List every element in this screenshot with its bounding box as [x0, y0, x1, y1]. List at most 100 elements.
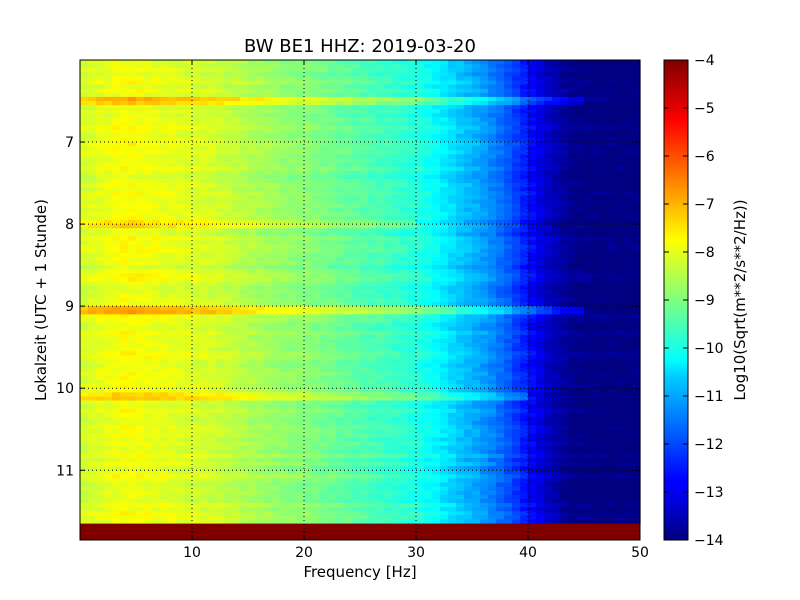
heatmap-cell	[392, 252, 401, 258]
heatmap-cell	[384, 113, 393, 119]
heatmap-cell	[240, 117, 249, 123]
heatmap-cell	[144, 343, 153, 348]
heatmap-cell	[152, 281, 161, 287]
heatmap-cell	[176, 220, 185, 225]
heatmap-cell	[448, 117, 457, 123]
heatmap-cell	[624, 92, 633, 98]
heatmap-cell	[96, 178, 105, 184]
heatmap-cell	[192, 306, 201, 311]
heatmap-cell	[336, 326, 345, 332]
heatmap-cell	[136, 273, 145, 279]
heatmap-cell	[280, 117, 289, 123]
heatmap-cell	[496, 80, 505, 86]
heatmap-cell	[200, 64, 209, 69]
heatmap-cell	[512, 129, 521, 135]
heatmap-cell	[480, 281, 489, 287]
heatmap-cell	[464, 256, 473, 262]
heatmap-cell	[408, 297, 417, 303]
heatmap-cell	[408, 109, 417, 114]
heatmap-cell	[248, 142, 257, 147]
heatmap-cell	[424, 232, 433, 238]
heatmap-cell	[520, 80, 529, 86]
heatmap-cell	[440, 261, 449, 266]
heatmap-cell	[424, 343, 433, 348]
heatmap-cell	[256, 293, 265, 299]
heatmap-cell	[344, 293, 353, 299]
heatmap-cell	[416, 137, 425, 143]
heatmap-cell	[160, 334, 169, 340]
heatmap-cell	[96, 137, 105, 143]
heatmap-cell	[464, 109, 473, 114]
heatmap-cell	[624, 60, 633, 65]
heatmap-cell	[384, 80, 393, 86]
heatmap-cell	[168, 154, 177, 160]
heatmap-cell	[544, 72, 553, 78]
heatmap-cell	[448, 76, 457, 82]
heatmap-cell	[584, 228, 593, 233]
heatmap-cell	[464, 289, 473, 295]
heatmap-cell	[568, 228, 577, 233]
heatmap-cell	[312, 142, 321, 147]
heatmap-cell	[256, 347, 265, 352]
heatmap-cell	[296, 322, 305, 328]
heatmap-cell	[488, 252, 497, 258]
heatmap-cell	[88, 76, 97, 82]
heatmap-cell	[360, 183, 369, 188]
heatmap-cell	[104, 310, 113, 315]
heatmap-cell	[568, 170, 577, 176]
heatmap-cell	[504, 334, 513, 340]
heatmap-cell	[512, 330, 521, 336]
heatmap-cell	[336, 146, 345, 151]
heatmap-cell	[512, 297, 521, 303]
heatmap-cell	[600, 330, 609, 336]
heatmap-cell	[192, 154, 201, 160]
heatmap-cell	[168, 228, 177, 233]
heatmap-cell	[592, 248, 601, 254]
heatmap-cell	[376, 211, 385, 217]
heatmap-cell	[80, 207, 89, 213]
heatmap-cell	[256, 121, 265, 127]
heatmap-cell	[584, 261, 593, 266]
heatmap-cell	[464, 68, 473, 73]
heatmap-cell	[376, 207, 385, 213]
heatmap-cell	[184, 158, 193, 164]
heatmap-cell	[136, 76, 145, 82]
heatmap-cell	[112, 289, 121, 295]
heatmap-cell	[168, 285, 177, 291]
heatmap-cell	[320, 232, 329, 238]
heatmap-cell	[176, 224, 185, 229]
heatmap-cell	[248, 60, 257, 65]
heatmap-cell	[160, 203, 169, 209]
heatmap-cell	[520, 248, 529, 254]
heatmap-cell	[248, 96, 257, 102]
heatmap-cell	[616, 318, 625, 324]
heatmap-cell	[344, 76, 353, 82]
heatmap-cell	[400, 252, 409, 258]
heatmap-cell	[456, 101, 465, 106]
heatmap-cell	[456, 293, 465, 299]
heatmap-cell	[504, 76, 513, 82]
heatmap-cell	[288, 265, 297, 270]
heatmap-cell	[584, 248, 593, 254]
heatmap-cell	[456, 137, 465, 143]
heatmap-cell	[624, 314, 633, 320]
heatmap-cell	[88, 80, 97, 86]
heatmap-cell	[384, 203, 393, 209]
heatmap-cell	[328, 154, 337, 160]
heatmap-cell	[576, 330, 585, 336]
heatmap-cell	[632, 277, 641, 283]
heatmap-cell	[632, 285, 641, 291]
heatmap-cell	[464, 203, 473, 209]
heatmap-cell	[584, 232, 593, 238]
heatmap-cell	[552, 146, 561, 151]
heatmap-cell	[216, 92, 225, 98]
heatmap-cell	[520, 199, 529, 205]
heatmap-cell	[120, 252, 129, 258]
heatmap-cell	[200, 334, 209, 340]
heatmap-cell	[344, 92, 353, 98]
heatmap-cell	[328, 162, 337, 168]
heatmap-cell	[552, 265, 561, 270]
heatmap-cell	[544, 121, 553, 127]
heatmap-cell	[280, 302, 289, 307]
heatmap-cell	[608, 150, 617, 155]
